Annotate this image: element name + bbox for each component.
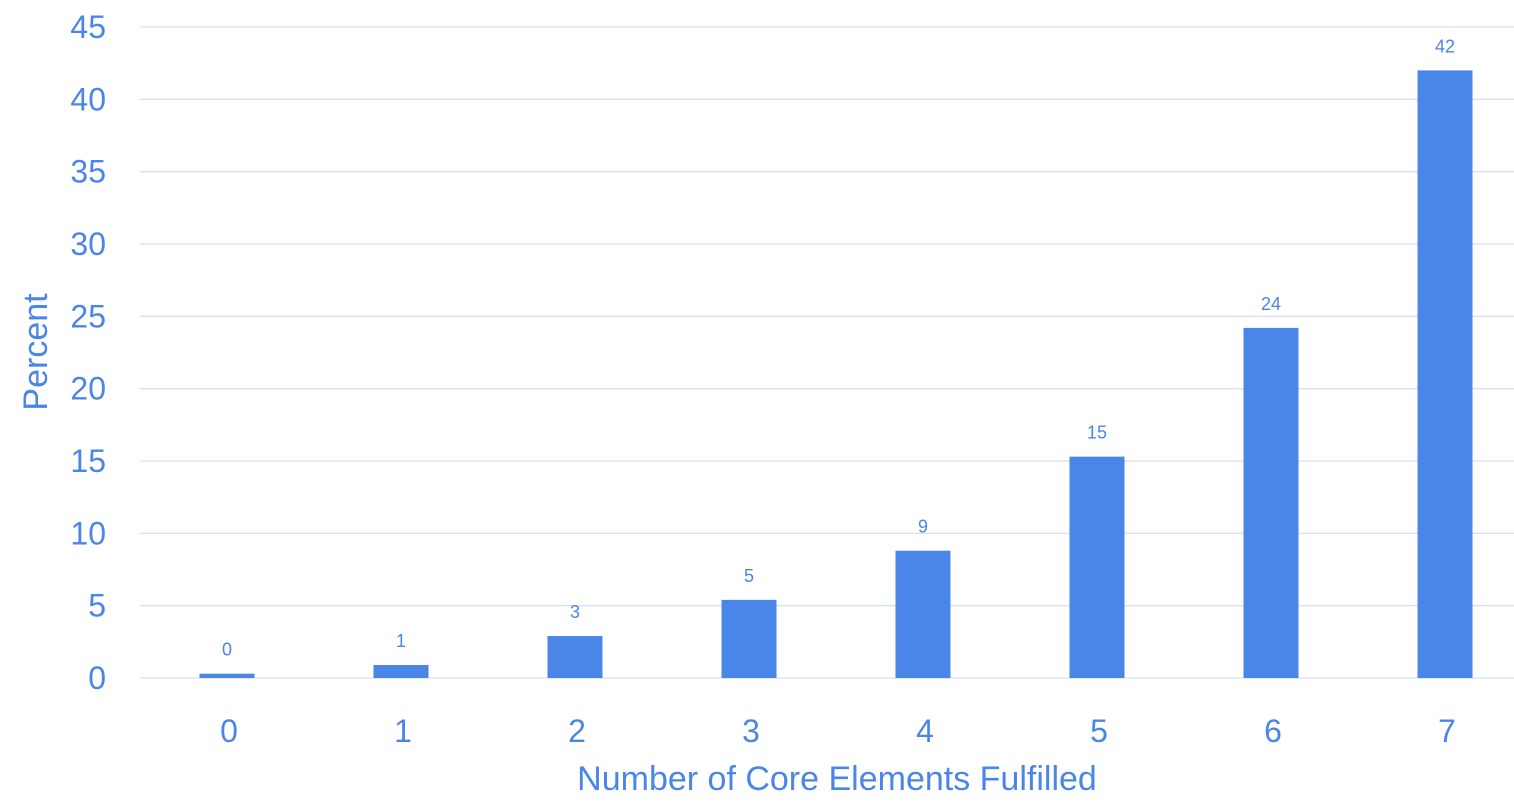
y-tick-label: 10 [70, 515, 106, 551]
data-label: 5 [744, 566, 754, 586]
data-label: 15 [1087, 423, 1107, 443]
bars [199, 70, 1473, 678]
y-tick-label: 45 [70, 9, 106, 45]
data-label: 42 [1435, 36, 1455, 56]
data-label: 9 [918, 517, 928, 537]
x-tick-label: 7 [1438, 713, 1456, 749]
x-tick-label: 2 [568, 713, 586, 749]
y-tick-label: 30 [70, 226, 106, 262]
data-label: 0 [222, 640, 232, 660]
y-tick-label: 35 [70, 154, 106, 190]
y-axis-ticks: 0 5 10 15 20 25 30 35 40 45 [70, 9, 106, 696]
bar-7 [1417, 70, 1473, 678]
y-tick-label: 20 [70, 371, 106, 407]
bar-2 [547, 636, 603, 678]
x-tick-label: 4 [916, 713, 934, 749]
x-axis-label: Number of Core Elements Fulfilled [577, 760, 1097, 798]
x-tick-label: 5 [1090, 713, 1108, 749]
y-tick-label: 15 [70, 443, 106, 479]
bar-6 [1243, 327, 1299, 678]
y-axis-label: Percent [17, 293, 55, 411]
y-tick-label: 0 [88, 660, 106, 696]
bar-0 [199, 673, 255, 678]
x-tick-label: 6 [1264, 713, 1282, 749]
data-label: 1 [396, 631, 406, 651]
x-tick-label: 0 [220, 713, 238, 749]
bar-5 [1069, 456, 1125, 678]
x-axis-ticks: 0 1 2 3 4 5 6 7 [220, 713, 1456, 749]
x-tick-label: 1 [394, 713, 412, 749]
y-tick-label: 5 [88, 588, 106, 624]
data-labels: 0 1 3 5 9 15 24 42 [222, 36, 1455, 659]
gridlines [140, 26, 1514, 679]
data-label: 24 [1261, 294, 1281, 314]
x-tick-label: 3 [742, 713, 760, 749]
bar-1 [373, 664, 429, 678]
y-tick-label: 25 [70, 298, 106, 334]
data-label: 3 [570, 602, 580, 622]
bar-3 [721, 599, 777, 678]
y-tick-label: 40 [70, 81, 106, 117]
bar-4 [895, 550, 951, 678]
